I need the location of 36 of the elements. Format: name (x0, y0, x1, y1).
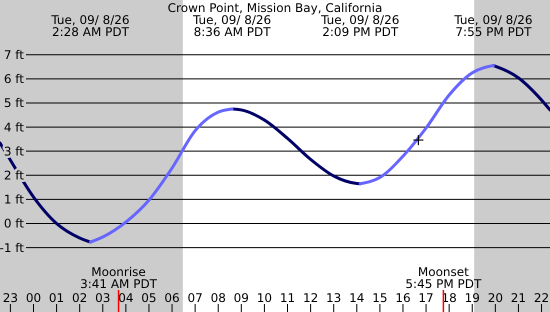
x-tick-label: 17 (418, 291, 434, 305)
y-tick-label: 1 ft (4, 192, 24, 207)
x-tick-label: 05 (141, 291, 157, 305)
y-tick-label: 6 ft (4, 72, 24, 86)
x-tick-label: 23 (2, 291, 18, 305)
y-tick-label: 4 ft (4, 120, 24, 134)
x-tick-label: 02 (72, 291, 88, 305)
x-tick-label: 12 (302, 291, 318, 305)
x-tick-label: 03 (95, 291, 110, 305)
x-tick-label: 09 (234, 291, 249, 305)
y-tick-label: -1 ft (0, 240, 24, 255)
annotation: Tue, 09/ 8/26 7:55 PM PDT (453, 13, 533, 39)
x-tick-label: 08 (210, 291, 226, 305)
x-tick-label: 07 (187, 291, 203, 305)
x-tick-label: 00 (26, 291, 42, 305)
x-tick-label: 14 (349, 291, 364, 305)
x-tick-label: 10 (256, 291, 272, 305)
x-tick-label: 21 (510, 291, 526, 305)
ref-line-label: Moonset 5:45 PM PDT (405, 265, 482, 291)
y-tick-label: 7 ft (4, 48, 24, 62)
x-tick-label: 22 (534, 291, 550, 305)
x-tick-label: 06 (164, 291, 180, 305)
x-tick-label: 19 (464, 291, 480, 305)
annotation: Tue, 09/ 8/26 2:09 PM PDT (320, 13, 400, 39)
chart-title: Crown Point, Mission Bay, California (168, 1, 382, 15)
x-tick-label: 15 (372, 291, 388, 305)
annotation: Tue, 09/ 8/26 8:36 AM PDT (192, 13, 272, 39)
annotation: Tue, 09/ 8/26 2:28 AM PDT (50, 13, 130, 39)
ref-line-label: Moonrise 3:41 AM PDT (80, 265, 158, 291)
y-tick-label: 0 ft (4, 216, 24, 231)
x-tick-label: 16 (395, 291, 411, 305)
x-tick-label: 13 (326, 291, 342, 305)
x-tick-label: 20 (488, 291, 503, 305)
x-tick-label: 01 (48, 291, 64, 305)
x-tick-label: 11 (280, 291, 296, 305)
y-tick-label: 5 ft (4, 96, 24, 110)
